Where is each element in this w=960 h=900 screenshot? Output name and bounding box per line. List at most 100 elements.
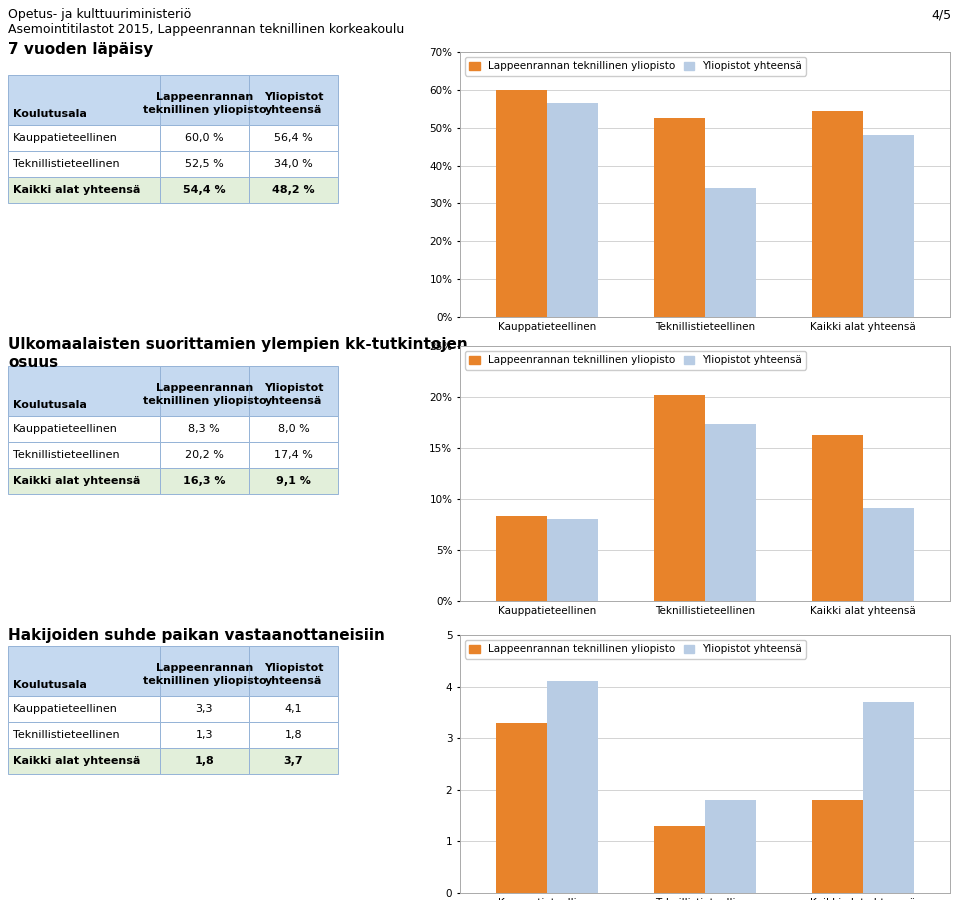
- Bar: [159, 468, 249, 494]
- Bar: [8, 646, 159, 696]
- Bar: [159, 748, 249, 774]
- Text: Yliopistot: Yliopistot: [264, 383, 324, 393]
- Bar: [8, 177, 159, 203]
- Text: 52,5 %: 52,5 %: [185, 159, 224, 169]
- Text: Kaikki alat yhteensä: Kaikki alat yhteensä: [13, 185, 140, 195]
- Bar: [249, 722, 338, 748]
- Text: teknillinen yliopisto: teknillinen yliopisto: [142, 105, 266, 115]
- Bar: [159, 125, 249, 151]
- Text: Lappeenrannan: Lappeenrannan: [156, 663, 253, 673]
- Text: 9,1 %: 9,1 %: [276, 476, 311, 486]
- Bar: [8, 125, 159, 151]
- Bar: [8, 366, 159, 416]
- Bar: [8, 696, 159, 722]
- Bar: [705, 188, 756, 317]
- Bar: [8, 748, 159, 774]
- Text: Kaikki alat yhteensä: Kaikki alat yhteensä: [13, 756, 140, 766]
- Text: Yliopistot: Yliopistot: [264, 92, 324, 102]
- Text: Lappeenrannan: Lappeenrannan: [156, 383, 253, 393]
- Bar: [8, 75, 159, 125]
- Text: Yliopistot: Yliopistot: [264, 663, 324, 673]
- Text: Teknillistieteellinen: Teknillistieteellinen: [13, 730, 120, 740]
- Text: yhteensä: yhteensä: [265, 676, 323, 686]
- Text: 54,4 %: 54,4 %: [183, 185, 226, 195]
- Text: 8,3 %: 8,3 %: [188, 424, 220, 434]
- Text: 20,2 %: 20,2 %: [185, 450, 224, 460]
- Text: 7 vuoden läpäisy: 7 vuoden läpäisy: [8, 42, 154, 57]
- Text: 34,0 %: 34,0 %: [274, 159, 313, 169]
- Bar: [159, 722, 249, 748]
- Bar: [249, 75, 338, 125]
- Text: Opetus- ja kulttuuriministeriö: Opetus- ja kulttuuriministeriö: [8, 8, 191, 21]
- Bar: [249, 366, 338, 416]
- Text: teknillinen yliopisto: teknillinen yliopisto: [142, 676, 266, 686]
- Bar: [159, 442, 249, 468]
- Bar: [547, 519, 597, 601]
- Bar: [159, 366, 249, 416]
- Text: 4,1: 4,1: [284, 704, 302, 714]
- Legend: Lappeenrannan teknillinen yliopisto, Yliopistot yhteensä: Lappeenrannan teknillinen yliopisto, Yli…: [466, 640, 806, 659]
- Bar: [249, 748, 338, 774]
- Text: 17,4 %: 17,4 %: [274, 450, 313, 460]
- Bar: [249, 416, 338, 442]
- Text: yhteensä: yhteensä: [265, 396, 323, 406]
- Text: 16,3 %: 16,3 %: [183, 476, 226, 486]
- Bar: [812, 800, 863, 893]
- Text: Kauppatieteellinen: Kauppatieteellinen: [13, 133, 118, 143]
- Bar: [863, 508, 914, 601]
- Text: Teknillistieteellinen: Teknillistieteellinen: [13, 159, 120, 169]
- Legend: Lappeenrannan teknillinen yliopisto, Yliopistot yhteensä: Lappeenrannan teknillinen yliopisto, Yli…: [466, 58, 806, 76]
- Bar: [159, 696, 249, 722]
- Text: 1,8: 1,8: [284, 730, 302, 740]
- Bar: [8, 416, 159, 442]
- Bar: [655, 826, 705, 893]
- Bar: [655, 118, 705, 317]
- Text: teknillinen yliopisto: teknillinen yliopisto: [142, 396, 266, 406]
- Bar: [705, 424, 756, 601]
- Bar: [249, 646, 338, 696]
- Bar: [249, 442, 338, 468]
- Bar: [863, 134, 914, 317]
- Bar: [496, 517, 547, 601]
- Text: Kaikki alat yhteensä: Kaikki alat yhteensä: [13, 476, 140, 486]
- Bar: [812, 435, 863, 601]
- Text: 8,0 %: 8,0 %: [277, 424, 309, 434]
- Text: Koulutusala: Koulutusala: [13, 400, 86, 410]
- Bar: [8, 722, 159, 748]
- Text: yhteensä: yhteensä: [265, 105, 323, 115]
- Text: 60,0 %: 60,0 %: [185, 133, 224, 143]
- Bar: [496, 90, 547, 317]
- Text: Koulutusala: Koulutusala: [13, 109, 86, 119]
- Bar: [8, 468, 159, 494]
- Bar: [547, 104, 597, 317]
- Bar: [863, 702, 914, 893]
- Text: Kauppatieteellinen: Kauppatieteellinen: [13, 424, 118, 434]
- Text: Teknillistieteellinen: Teknillistieteellinen: [13, 450, 120, 460]
- Bar: [496, 723, 547, 893]
- Text: Lappeenrannan: Lappeenrannan: [156, 92, 253, 102]
- Bar: [159, 151, 249, 177]
- Bar: [705, 800, 756, 893]
- Bar: [159, 416, 249, 442]
- Bar: [655, 395, 705, 601]
- Bar: [159, 646, 249, 696]
- Text: Asemointitilastot 2015, Lappeenrannan teknillinen korkeakoulu: Asemointitilastot 2015, Lappeenrannan te…: [8, 23, 404, 36]
- Bar: [249, 696, 338, 722]
- Bar: [812, 111, 863, 317]
- Text: 4/5: 4/5: [932, 8, 952, 21]
- Text: Koulutusala: Koulutusala: [13, 680, 86, 690]
- Text: Kauppatieteellinen: Kauppatieteellinen: [13, 704, 118, 714]
- Text: 3,3: 3,3: [196, 704, 213, 714]
- Text: 1,3: 1,3: [196, 730, 213, 740]
- Bar: [249, 177, 338, 203]
- Bar: [8, 151, 159, 177]
- Bar: [249, 468, 338, 494]
- Text: 48,2 %: 48,2 %: [272, 185, 315, 195]
- Bar: [249, 151, 338, 177]
- Bar: [159, 75, 249, 125]
- Bar: [8, 442, 159, 468]
- Bar: [249, 125, 338, 151]
- Text: 3,7: 3,7: [283, 756, 303, 766]
- Bar: [547, 681, 597, 893]
- Text: Ulkomaalaisten suorittamien ylempien kk-tutkintojen: Ulkomaalaisten suorittamien ylempien kk-…: [8, 337, 468, 352]
